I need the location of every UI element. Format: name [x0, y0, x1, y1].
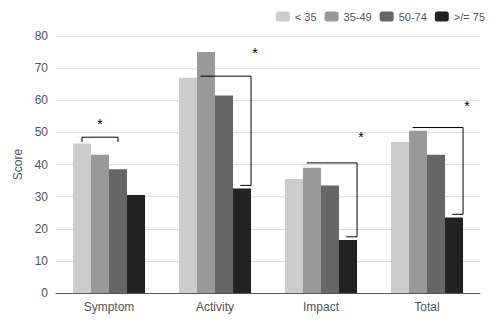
svg-text:20: 20 — [35, 222, 49, 236]
svg-text:*: * — [97, 116, 103, 132]
svg-text:35-49: 35-49 — [344, 11, 372, 23]
svg-text:40: 40 — [35, 158, 49, 172]
svg-text:50-74: 50-74 — [399, 11, 427, 23]
svg-text:*: * — [252, 45, 258, 61]
svg-text:Symptom: Symptom — [84, 300, 135, 314]
svg-text:10: 10 — [35, 254, 49, 268]
svg-text:80: 80 — [35, 29, 49, 43]
svg-text:60: 60 — [35, 93, 49, 107]
svg-text:*: * — [358, 129, 364, 145]
svg-text:Total: Total — [414, 300, 439, 314]
svg-text:70: 70 — [35, 61, 49, 75]
svg-text:Score: Score — [11, 149, 25, 181]
svg-text:Impact: Impact — [303, 300, 340, 314]
svg-text:50: 50 — [35, 125, 49, 139]
svg-text:< 35: < 35 — [295, 11, 317, 23]
svg-text:30: 30 — [35, 190, 49, 204]
svg-text:*: * — [464, 98, 470, 114]
svg-text:>/= 75: >/= 75 — [454, 11, 485, 23]
svg-text:Activity: Activity — [196, 300, 234, 314]
svg-text:0: 0 — [41, 286, 48, 300]
